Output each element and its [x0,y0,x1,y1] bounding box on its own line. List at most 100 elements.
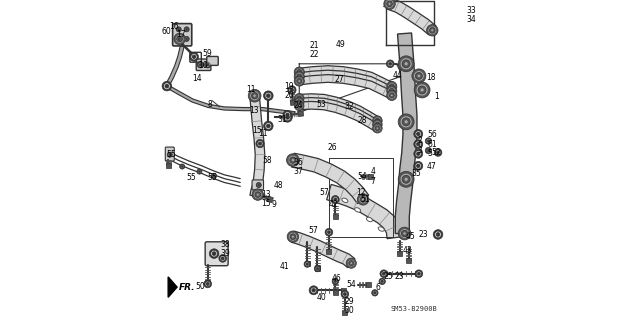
Circle shape [212,252,216,256]
Ellipse shape [342,198,348,203]
Circle shape [206,282,209,286]
Circle shape [417,132,420,136]
Circle shape [298,97,300,100]
Circle shape [398,227,411,240]
Circle shape [384,0,396,10]
Polygon shape [299,98,380,128]
Text: 57: 57 [319,189,329,197]
FancyBboxPatch shape [205,242,228,266]
Circle shape [404,62,408,66]
Polygon shape [315,265,320,271]
Text: 44: 44 [393,71,403,80]
Circle shape [192,55,196,58]
Circle shape [291,88,294,92]
Circle shape [184,27,189,32]
Circle shape [415,131,422,137]
Text: 15: 15 [252,126,262,135]
Text: 56: 56 [428,130,438,139]
Circle shape [197,169,202,174]
Polygon shape [388,0,436,35]
Circle shape [252,189,264,200]
Circle shape [185,27,189,31]
Circle shape [207,63,209,66]
Circle shape [433,230,443,239]
Text: 5: 5 [428,149,433,158]
Text: 30: 30 [345,306,355,315]
Circle shape [388,87,396,95]
Text: 54: 54 [346,280,356,289]
Polygon shape [291,100,296,106]
Text: 12: 12 [356,188,366,197]
Circle shape [404,120,408,124]
Circle shape [304,261,310,267]
Circle shape [297,103,301,108]
Circle shape [296,77,303,85]
Polygon shape [291,153,369,204]
Text: 61: 61 [428,140,438,149]
Circle shape [372,120,382,129]
Circle shape [291,235,294,238]
Circle shape [346,258,356,268]
Text: 33: 33 [466,6,476,15]
Circle shape [357,194,369,205]
Circle shape [389,88,394,93]
Circle shape [258,184,260,186]
Circle shape [284,114,291,121]
Circle shape [387,60,394,68]
Text: FR.: FR. [179,283,195,292]
Text: 3: 3 [417,146,422,155]
FancyBboxPatch shape [173,24,192,46]
Circle shape [296,99,303,106]
Circle shape [382,272,385,275]
Circle shape [306,263,308,265]
Text: 31: 31 [277,115,287,124]
Circle shape [413,71,424,81]
Text: 58: 58 [262,156,271,165]
Circle shape [204,280,212,288]
Circle shape [426,25,438,36]
Polygon shape [267,196,273,203]
Circle shape [288,86,296,94]
Text: 13: 13 [249,106,259,115]
Circle shape [380,270,388,278]
Polygon shape [326,249,332,254]
Circle shape [288,155,298,165]
Circle shape [372,290,378,296]
Text: 53: 53 [316,100,326,109]
Circle shape [401,230,408,237]
Text: 50: 50 [195,282,205,291]
Circle shape [379,278,385,285]
Circle shape [297,78,302,84]
Circle shape [348,259,355,267]
Polygon shape [342,310,348,315]
Circle shape [414,82,430,98]
Circle shape [257,141,263,146]
Text: 4: 4 [371,167,375,176]
Text: 37: 37 [294,167,303,176]
Circle shape [290,157,296,163]
Circle shape [284,112,291,118]
Circle shape [420,88,424,92]
Polygon shape [168,277,177,297]
Text: 46: 46 [332,274,342,283]
Circle shape [415,72,422,79]
Circle shape [298,80,301,82]
Polygon shape [299,70,394,94]
Text: 55: 55 [208,173,218,182]
Circle shape [181,166,183,167]
Circle shape [257,193,259,196]
Text: 15: 15 [261,199,271,208]
Circle shape [178,28,180,30]
Circle shape [205,63,210,67]
Circle shape [255,192,260,197]
Circle shape [198,170,201,174]
Circle shape [388,3,391,5]
Text: 45: 45 [406,232,415,241]
Text: 43: 43 [403,246,412,255]
Circle shape [209,249,219,258]
Circle shape [325,228,333,236]
Circle shape [283,113,292,122]
Circle shape [390,85,393,88]
Circle shape [334,280,337,283]
Circle shape [177,36,182,42]
